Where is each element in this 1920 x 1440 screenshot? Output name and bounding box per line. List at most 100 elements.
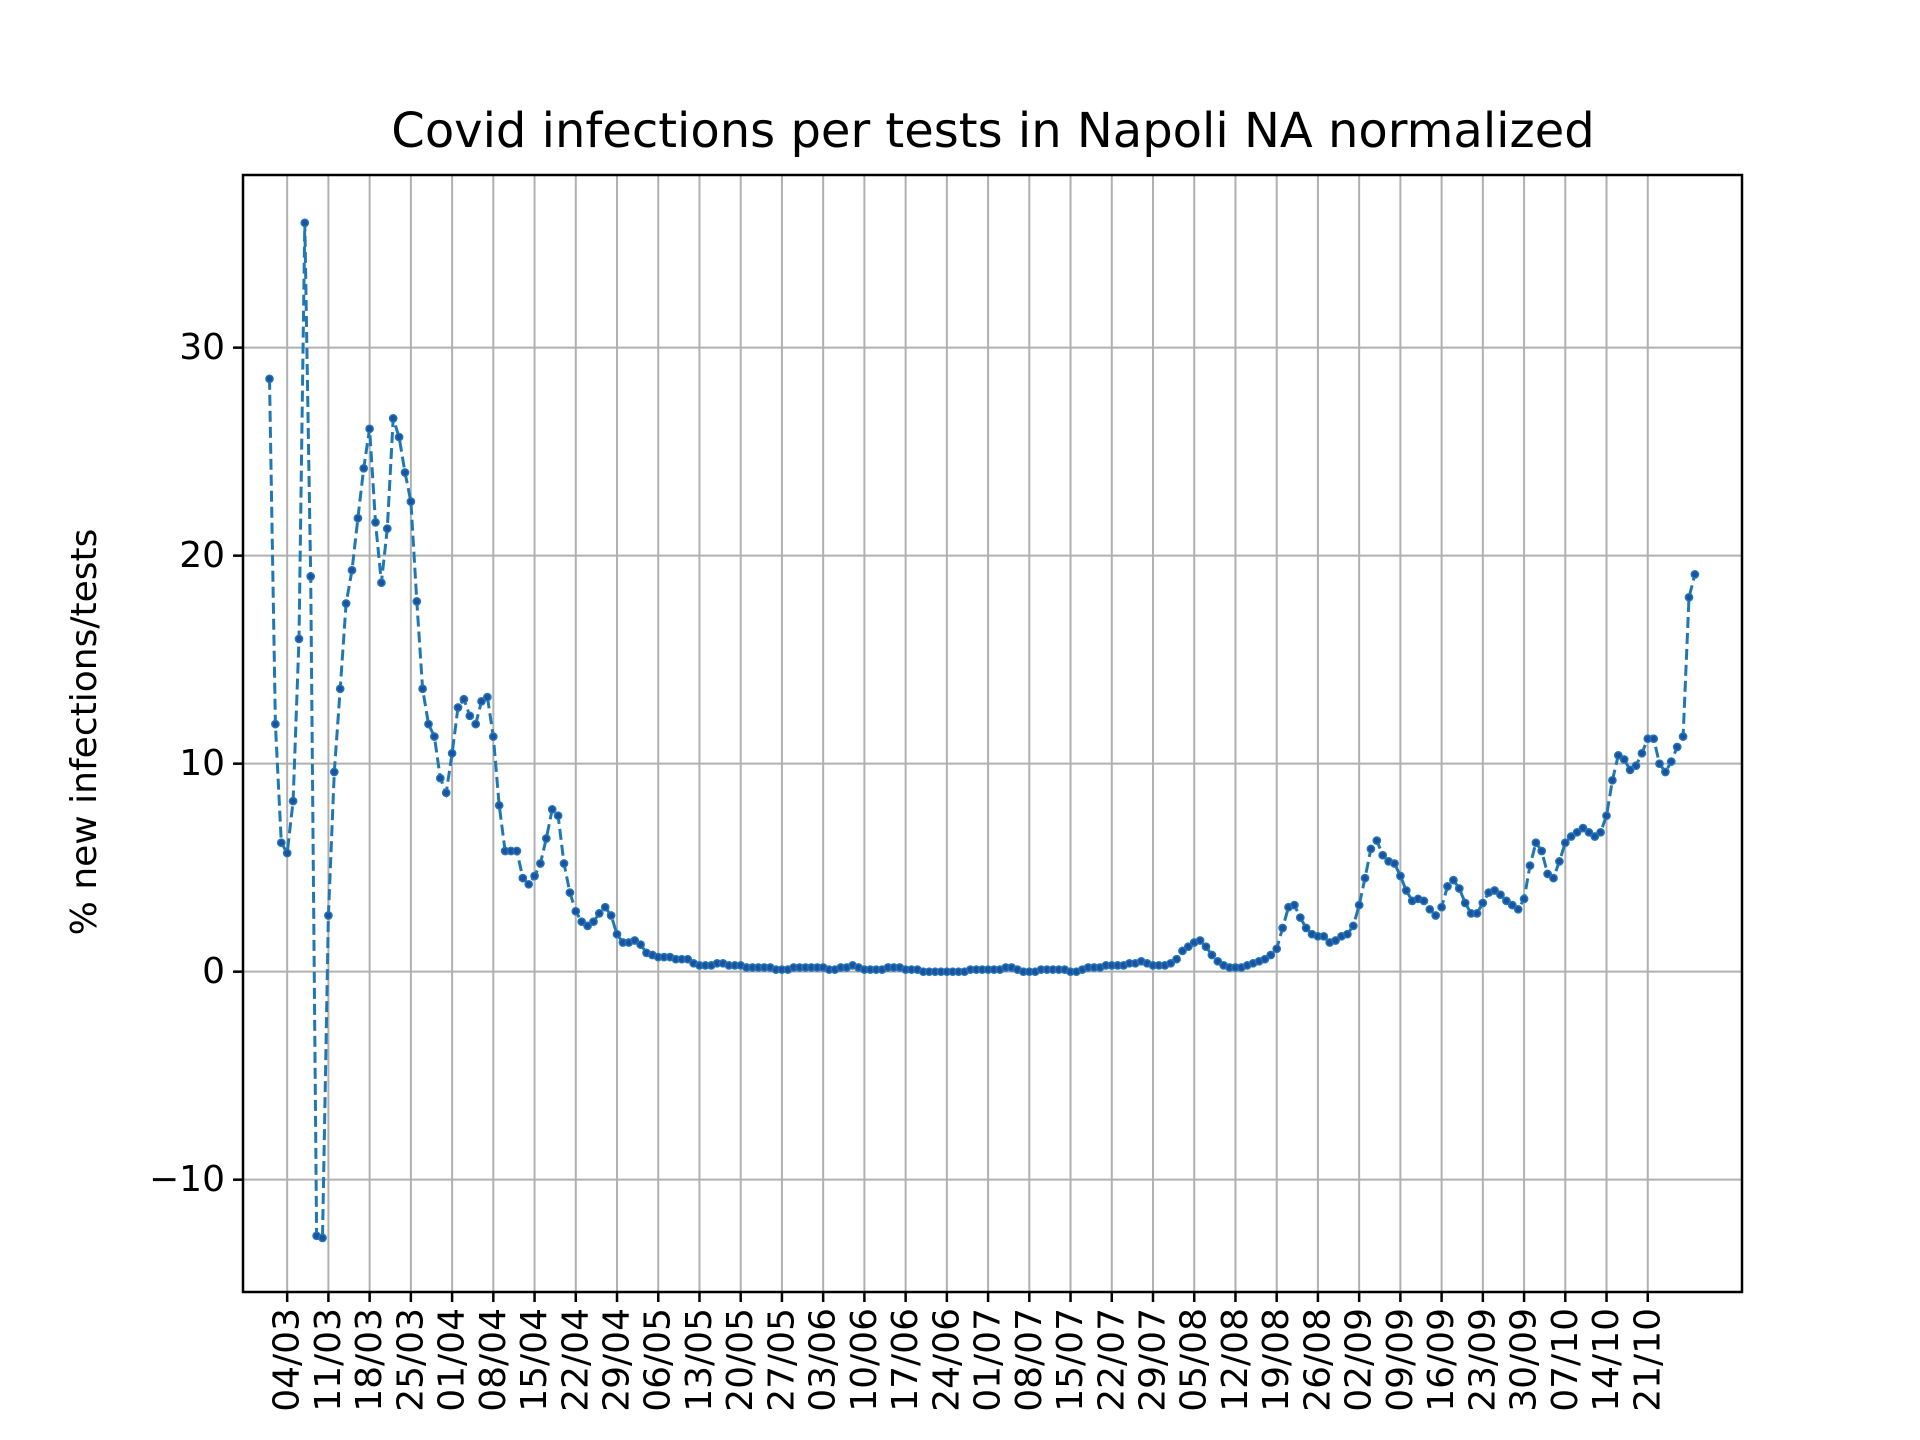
- data-point: [1672, 742, 1682, 752]
- data-point: [441, 788, 451, 798]
- data-point: [1183, 942, 1193, 952]
- data-point: [541, 834, 551, 843]
- data-point: [1443, 882, 1452, 891]
- data-point: [1637, 748, 1647, 758]
- x-tick-label: 30/09: [1504, 1308, 1545, 1412]
- data-point: [1390, 859, 1399, 868]
- x-tick-label: 03/06: [803, 1308, 844, 1412]
- data-point: [636, 940, 645, 949]
- data-point: [335, 684, 345, 694]
- data-point: [1507, 900, 1517, 910]
- data-point: [1378, 850, 1388, 860]
- data-point: [353, 513, 363, 523]
- data-point: [536, 859, 545, 868]
- data-point: [1690, 570, 1700, 579]
- data-point: [483, 692, 492, 702]
- data-point: [518, 873, 528, 883]
- data-point: [1266, 950, 1276, 960]
- data-point: [459, 694, 469, 704]
- data-point: [435, 773, 445, 783]
- data-point: [1602, 811, 1611, 821]
- x-tick-label: 27/05: [761, 1308, 802, 1412]
- data-point: [318, 1233, 327, 1243]
- data-point: [1543, 869, 1552, 879]
- data-point: [1343, 929, 1352, 939]
- data-point: [594, 909, 604, 918]
- data-point: [418, 684, 427, 694]
- data-point: [1472, 909, 1482, 918]
- data-point: [565, 888, 575, 897]
- data-point: [1295, 913, 1305, 922]
- data-point: [430, 732, 439, 741]
- y-tick-label: 30: [179, 327, 225, 368]
- data-point: [377, 578, 386, 588]
- data-point: [1437, 902, 1446, 912]
- data-point: [1619, 755, 1629, 764]
- data-point: [447, 748, 457, 758]
- data-point: [300, 218, 310, 228]
- data-point: [271, 719, 280, 729]
- x-tick-label: 05/08: [1174, 1308, 1215, 1412]
- data-point: [1678, 732, 1688, 741]
- x-tick-label: 24/06: [926, 1308, 967, 1412]
- data-point: [1348, 921, 1358, 931]
- x-tick-label: 22/04: [555, 1308, 596, 1412]
- data-point: [606, 911, 616, 920]
- data-point: [1366, 844, 1376, 854]
- data-point: [329, 767, 339, 777]
- data-point: [612, 929, 622, 939]
- data-point: [347, 565, 357, 575]
- x-tick-label: 14/10: [1586, 1308, 1627, 1412]
- data-point: [394, 432, 404, 442]
- data-point: [524, 879, 534, 889]
- data-point: [1537, 846, 1547, 856]
- data-point: [1354, 900, 1364, 910]
- data-point: [547, 805, 557, 814]
- data-point: [1625, 765, 1635, 775]
- data-point: [1661, 767, 1670, 777]
- plot-frame: [241, 173, 1744, 1294]
- data-point: [1213, 956, 1223, 966]
- data-point: [424, 719, 433, 729]
- data-point: [1360, 873, 1370, 883]
- data-point: [1555, 857, 1564, 866]
- data-point: [1684, 592, 1694, 602]
- data-point: [294, 634, 304, 644]
- data-point: [477, 696, 486, 706]
- data-point: [1331, 936, 1340, 945]
- x-tick-label: 26/08: [1297, 1308, 1338, 1412]
- x-tick-label: 10/06: [844, 1308, 885, 1412]
- x-tick-label: 16/09: [1421, 1308, 1462, 1412]
- data-point: [1166, 958, 1176, 968]
- axis-ticks: 04/03 11/03 18/03 25/03 01/04 08/04 15/04 22/04…: [149, 327, 1668, 1412]
- data-point: [288, 796, 298, 806]
- data-point: [1272, 944, 1282, 954]
- data-point: [583, 921, 592, 931]
- data-point: [1490, 886, 1499, 895]
- y-tick-label: 20: [179, 535, 225, 576]
- data-point: [1655, 759, 1664, 769]
- data-point: [388, 414, 398, 423]
- plot-series: [265, 218, 1700, 1243]
- data-point: [400, 468, 410, 477]
- data-point: [1201, 942, 1211, 952]
- grid: [243, 175, 1742, 1292]
- data-point: [359, 463, 369, 473]
- data-point: [1631, 761, 1641, 771]
- data-point: [1613, 750, 1623, 760]
- data-point: [1649, 734, 1659, 744]
- x-tick-label: 11/03: [308, 1308, 349, 1412]
- data-point: [1519, 894, 1529, 904]
- data-point: [589, 917, 598, 927]
- data-point: [282, 848, 292, 858]
- x-tick-label: 15/04: [514, 1308, 555, 1412]
- data-point: [1401, 886, 1411, 895]
- x-tick-label: 01/04: [432, 1308, 473, 1412]
- data-point: [1584, 827, 1594, 837]
- data-point: [530, 871, 539, 881]
- y-tick-label: −10: [149, 1159, 225, 1200]
- data-point: [1666, 757, 1676, 766]
- data-point: [276, 838, 286, 848]
- data-point: [1590, 832, 1600, 841]
- x-tick-label: 13/05: [679, 1308, 720, 1412]
